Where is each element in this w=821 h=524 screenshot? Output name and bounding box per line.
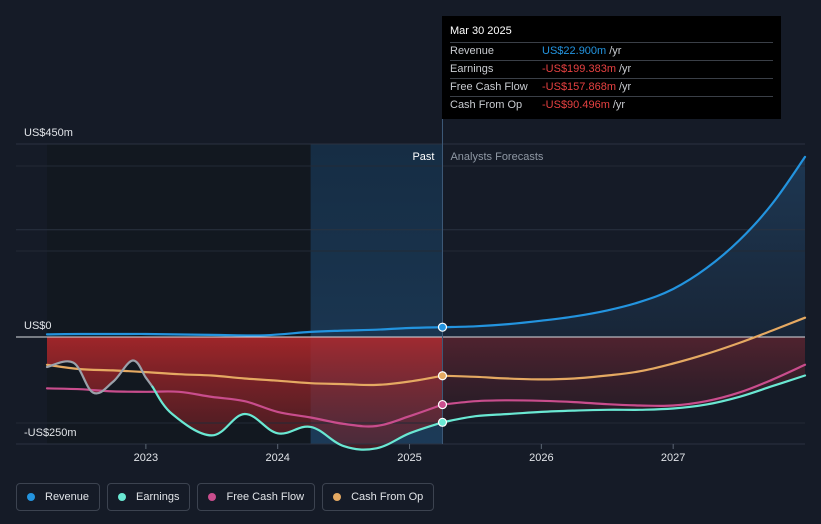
legend: Revenue Earnings Free Cash Flow Cash From O…	[16, 483, 435, 511]
legend-dot-icon	[118, 493, 127, 501]
legend-label: Cash From Op	[351, 491, 424, 503]
x-tick-label: 2026	[529, 452, 553, 464]
tooltip-row: Revenue US$22.900m/yr	[450, 42, 773, 60]
free-cash-flow-line-past	[45, 387, 444, 428]
tooltip-row: Earnings -US$199.383m/yr	[450, 60, 773, 78]
past-label: Past	[412, 151, 434, 163]
tooltip-row-value: US$22.900m	[542, 45, 607, 57]
revenue-line-past	[45, 326, 444, 337]
legend-item-revenue[interactable]: Revenue	[16, 483, 101, 511]
tooltip-row-value: -US$90.496m	[542, 99, 610, 111]
x-tick-label: 2025	[397, 452, 421, 464]
legend-item-free-cash-flow[interactable]: Free Cash Flow	[197, 483, 316, 511]
free-cash-flow-marker	[437, 399, 448, 410]
legend-dot-icon	[208, 493, 217, 501]
y-tick-label: US$0	[24, 320, 52, 332]
tooltip-row: Free Cash Flow -US$157.868m/yr	[450, 78, 773, 96]
free-cash-flow-line-forecast	[441, 363, 807, 408]
cash-from-op-line-past	[45, 363, 444, 387]
legend-dot-icon	[333, 493, 342, 501]
tooltip-row-label: Revenue	[450, 45, 495, 57]
y-tick-label: -US$250m	[24, 427, 77, 439]
tooltip-row-unit: /yr	[609, 45, 622, 57]
tooltip-row-value: -US$199.383m	[542, 63, 616, 75]
revenue-line-forecast	[441, 155, 807, 329]
tooltip-row-label: Cash From Op	[450, 99, 523, 111]
tooltip: Mar 30 2025 Revenue US$22.900m/yr Earnings…	[442, 16, 781, 119]
earnings-line-history-grey	[45, 359, 154, 395]
tooltip-row-unit: /yr	[619, 81, 632, 93]
legend-dot-icon	[27, 493, 35, 501]
tooltip-row: Cash From Op -US$90.496m/yr	[450, 96, 773, 114]
x-tick-label: 2027	[661, 452, 685, 464]
legend-item-cash-from-op[interactable]: Cash From Op	[322, 483, 435, 511]
x-tick-label: 2023	[134, 452, 158, 464]
earnings-line-forecast	[441, 374, 807, 424]
tooltip-row-label: Earnings	[450, 63, 494, 75]
x-tick-label: 2024	[265, 452, 289, 464]
earnings-past-area	[47, 337, 443, 450]
legend-label: Earnings	[136, 491, 180, 503]
earnings-marker	[437, 417, 448, 427]
legend-label: Revenue	[45, 491, 90, 503]
forecast-label: Analysts Forecasts	[450, 151, 543, 163]
revenue-forecast-area	[442, 156, 805, 337]
revenue-marker	[437, 322, 448, 332]
tooltip-row-unit: /yr	[619, 63, 632, 75]
tooltip-row-value: -US$157.868m	[542, 81, 616, 93]
tooltip-row-unit: /yr	[612, 99, 626, 111]
tooltip-row-label: Free Cash Flow	[450, 81, 528, 93]
tooltip-date: Mar 30 2025	[450, 25, 512, 37]
y-tick-label: US$450m	[24, 127, 73, 139]
cash-from-op-marker	[437, 371, 448, 381]
legend-label: Free Cash Flow	[226, 491, 305, 503]
earnings-line-past	[151, 385, 444, 451]
cash-from-op-line-forecast	[441, 316, 807, 381]
legend-item-earnings[interactable]: Earnings	[107, 483, 191, 511]
